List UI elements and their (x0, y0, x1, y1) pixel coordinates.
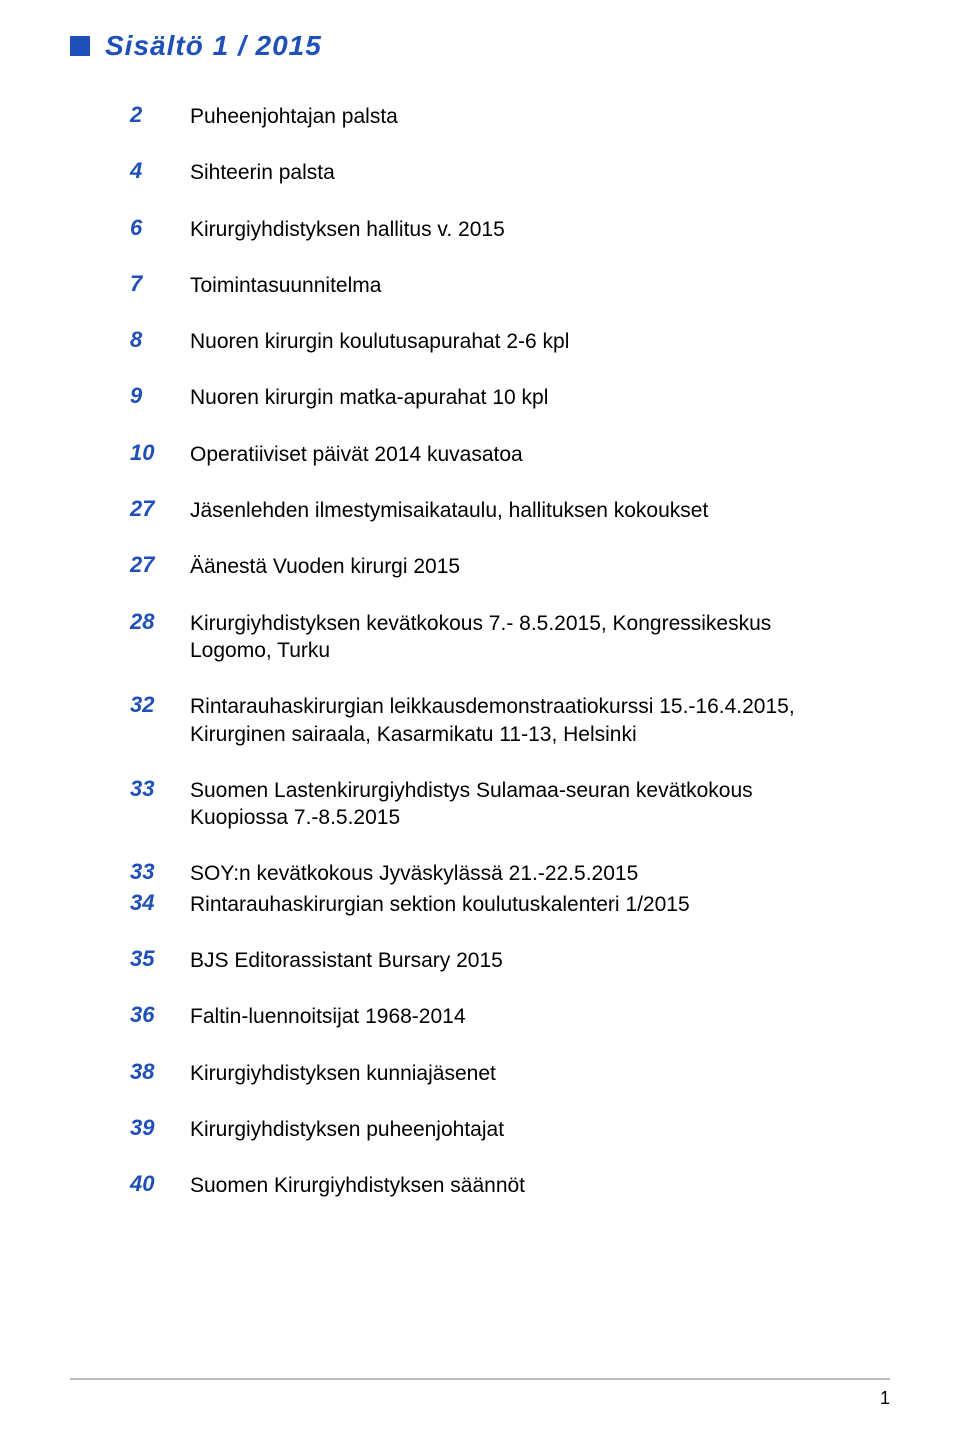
toc-entry-text: Puheenjohtajan palsta (190, 102, 398, 130)
toc-page-number: 36 (130, 1002, 190, 1028)
toc-row: 35BJS Editorassistant Bursary 2015 (130, 946, 850, 974)
toc-row: 28Kirurgiyhdistyksen kevätkokous 7.- 8.5… (130, 609, 850, 665)
toc-entry-text: SOY:n kevätkokous Jyväskylässä 21.-22.5.… (190, 859, 638, 887)
toc-page-number: 9 (130, 383, 190, 409)
toc-row: 33SOY:n kevätkokous Jyväskylässä 21.-22.… (130, 859, 850, 887)
toc-page-number: 7 (130, 271, 190, 297)
toc-page-number: 2 (130, 102, 190, 128)
toc-row: 40Suomen Kirurgiyhdistyksen säännöt (130, 1171, 850, 1199)
toc-page-number: 10 (130, 440, 190, 466)
toc-row: 10Operatiiviset päivät 2014 kuvasatoa (130, 440, 850, 468)
toc-page-number: 4 (130, 158, 190, 184)
toc-entry-text: Rintarauhaskirurgian sektion koulutuskal… (190, 890, 690, 918)
toc-entry-text: Nuoren kirurgin koulutusapurahat 2-6 kpl (190, 327, 569, 355)
title-square-icon (70, 36, 90, 56)
title-row: Sisältö 1 / 2015 (70, 30, 890, 62)
toc-page-number: 40 (130, 1171, 190, 1197)
toc-row: 6Kirurgiyhdistyksen hallitus v. 2015 (130, 215, 850, 243)
toc-page-number: 27 (130, 552, 190, 578)
toc-entry-text: Faltin-luennoitsijat 1968-2014 (190, 1002, 466, 1030)
toc-row: 9Nuoren kirurgin matka-apurahat 10 kpl (130, 383, 850, 411)
toc-page-number: 33 (130, 859, 190, 885)
footer-divider (70, 1378, 890, 1380)
toc-page-number: 27 (130, 496, 190, 522)
toc-entry-text: Äänestä Vuoden kirurgi 2015 (190, 552, 460, 580)
page-container: Sisältö 1 / 2015 2Puheenjohtajan palsta 4… (0, 0, 960, 1268)
toc-row: 39Kirurgiyhdistyksen puheenjohtajat (130, 1115, 850, 1143)
toc-row: 34Rintarauhaskirurgian sektion koulutusk… (130, 890, 850, 918)
toc-row: 32Rintarauhaskirurgian leikkausdemonstra… (130, 692, 850, 748)
toc-page-number: 8 (130, 327, 190, 353)
toc-entry-text: Operatiiviset päivät 2014 kuvasatoa (190, 440, 523, 468)
toc-row: 33Suomen Lastenkirurgiyhdistys Sulamaa-s… (130, 776, 850, 832)
toc-entry-text: Toimintasuunnitelma (190, 271, 381, 299)
toc-entry-text: Kirurgiyhdistyksen kunniajäsenet (190, 1059, 496, 1087)
toc-page-number: 32 (130, 692, 190, 718)
toc-page-number: 34 (130, 890, 190, 916)
page-title: Sisältö 1 / 2015 (105, 30, 322, 62)
toc-row: 27Jäsenlehden ilmestymisaikataulu, halli… (130, 496, 850, 524)
toc-entry-text: Jäsenlehden ilmestymisaikataulu, hallitu… (190, 496, 708, 524)
footer: 1 (70, 1378, 890, 1409)
footer-page-number: 1 (70, 1388, 890, 1409)
toc-entry-text: BJS Editorassistant Bursary 2015 (190, 946, 503, 974)
toc-row: 7Toimintasuunnitelma (130, 271, 850, 299)
toc-entry-text: Kirurgiyhdistyksen hallitus v. 2015 (190, 215, 505, 243)
toc-entry-text: Kirurgiyhdistyksen puheenjohtajat (190, 1115, 504, 1143)
toc-entry-text: Nuoren kirurgin matka-apurahat 10 kpl (190, 383, 548, 411)
toc-page-number: 39 (130, 1115, 190, 1141)
toc-row: 2Puheenjohtajan palsta (130, 102, 850, 130)
toc-row: 27Äänestä Vuoden kirurgi 2015 (130, 552, 850, 580)
toc-entry-text: Suomen Lastenkirurgiyhdistys Sulamaa-seu… (190, 776, 850, 832)
toc-entry-text: Kirurgiyhdistyksen kevätkokous 7.- 8.5.2… (190, 609, 850, 665)
toc-entry-text: Rintarauhaskirurgian leikkausdemonstraat… (190, 692, 850, 748)
toc-page-number: 35 (130, 946, 190, 972)
toc-page-number: 28 (130, 609, 190, 635)
toc-container: 2Puheenjohtajan palsta 4Sihteerin palsta 6… (70, 102, 890, 1200)
toc-entry-text: Sihteerin palsta (190, 158, 335, 186)
toc-page-number: 33 (130, 776, 190, 802)
toc-row: 38Kirurgiyhdistyksen kunniajäsenet (130, 1059, 850, 1087)
toc-entry-text: Suomen Kirurgiyhdistyksen säännöt (190, 1171, 525, 1199)
toc-page-number: 38 (130, 1059, 190, 1085)
toc-row: 36Faltin-luennoitsijat 1968-2014 (130, 1002, 850, 1030)
toc-row: 8Nuoren kirurgin koulutusapurahat 2-6 kp… (130, 327, 850, 355)
toc-page-number: 6 (130, 215, 190, 241)
toc-row: 4Sihteerin palsta (130, 158, 850, 186)
